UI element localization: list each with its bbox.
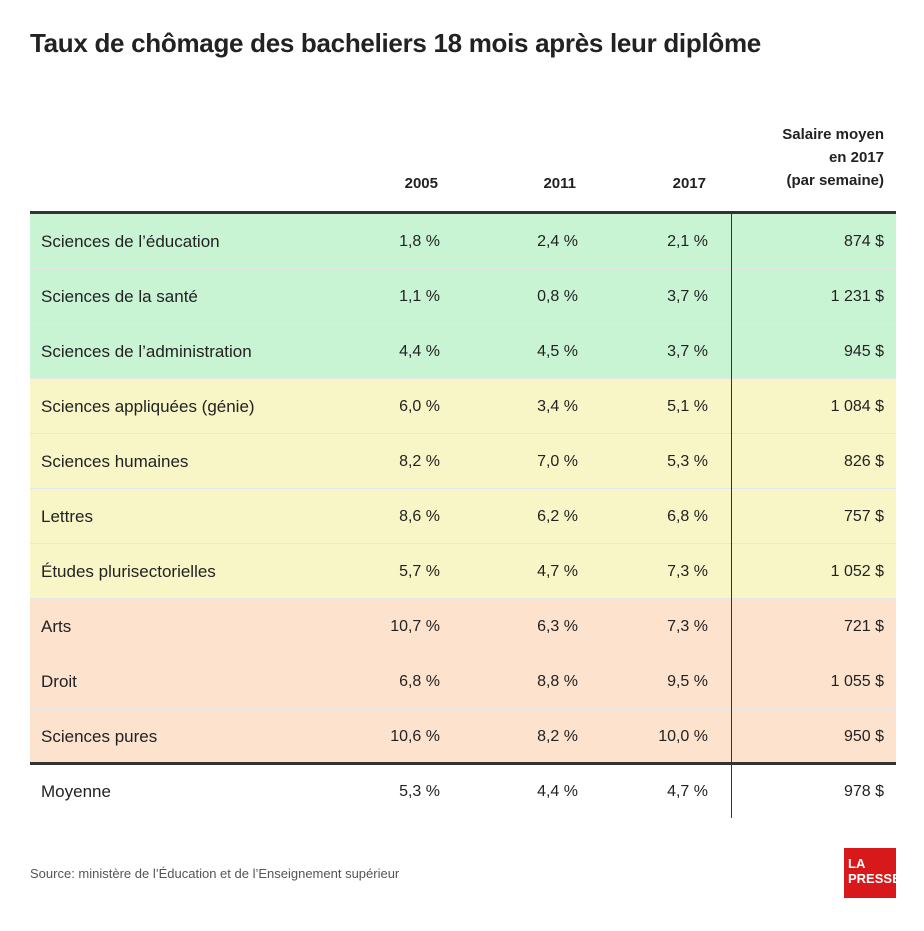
table-row: Lettres 8,6 % 6,2 % 6,8 % 757 $ [30,489,896,544]
cell-salary: 874 $ [843,233,884,250]
cell-2017: 3,7 % [667,343,708,360]
table-row: Sciences de la santé 1,1 % 0,8 % 3,7 % 1 231… [30,269,896,324]
cell-salary: 1 084 $ [830,398,884,415]
cell-salary: 1 055 $ [830,673,884,690]
row-label: Sciences de l’éducation [41,232,220,251]
cell-2011: 8,2 % [537,728,578,745]
row-label: Sciences appliquées (génie) [41,397,255,416]
cell-2011: 8,8 % [537,673,578,690]
cell-2005: 4,4 % [399,343,440,360]
table-row: Sciences de l’éducation 1,8 % 2,4 % 2,1 % 87… [30,214,896,269]
cell-2017: 7,3 % [667,563,708,580]
cell-2005: 6,0 % [399,398,440,415]
la-presse-logo: LA PRESSE [844,848,901,898]
cell-salary: 721 $ [843,618,884,635]
logo-line-2: PRESSE [848,871,901,886]
col-header-salary: Salaire moyen en 2017 (par semaine) [782,123,884,192]
row-label: Lettres [41,507,93,526]
cell-2017: 2,1 % [667,233,708,250]
cell-2017: 5,3 % [667,453,708,470]
table-row: Sciences humaines 8,2 % 7,0 % 5,3 % 826 $ [30,434,896,489]
table-top-rule [30,211,896,214]
row-label: Sciences de l’administration [41,342,252,361]
average-2011: 4,4 % [537,783,578,800]
table-row: Arts 10,7 % 6,3 % 7,3 % 721 $ [30,599,896,654]
salary-header-line-1: Salaire moyen [782,126,884,143]
table-row: Sciences appliquées (génie) 6,0 % 3,4 % 5,1… [30,379,896,434]
col-header-2011: 2011 [543,175,576,192]
cell-2017: 7,3 % [667,618,708,635]
table-row: Études plurisectorielles 5,7 % 4,7 % 7,3 % 1… [30,544,896,599]
row-label: Études plurisectorielles [41,562,216,581]
cell-2011: 4,5 % [537,343,578,360]
average-2005: 5,3 % [399,783,440,800]
cell-salary: 826 $ [843,453,884,470]
row-label: Sciences pures [41,727,158,746]
cell-2005: 5,7 % [399,563,440,580]
cell-2005: 10,6 % [390,728,440,745]
cell-salary: 757 $ [843,508,884,525]
cell-2017: 6,8 % [667,508,708,525]
table-row: Sciences pures 10,6 % 8,2 % 10,0 % 950 $ [30,709,896,764]
table-row: Droit 6,8 % 8,8 % 9,5 % 1 055 $ [30,654,896,709]
cell-2017: 9,5 % [667,673,708,690]
cell-salary: 1 052 $ [830,563,884,580]
row-label: Droit [41,672,77,691]
cell-2017: 10,0 % [658,728,708,745]
cell-2011: 3,4 % [537,398,578,415]
cell-2011: 2,4 % [537,233,578,250]
salary-header-line-2: en 2017 [828,149,884,166]
cell-2011: 6,2 % [537,508,578,525]
salary-header-line-3: (par semaine) [786,172,884,189]
salary-column-divider [731,214,732,818]
average-2017: 4,7 % [667,783,708,800]
cell-2011: 7,0 % [537,453,578,470]
average-salary: 978 $ [843,783,884,800]
cell-salary: 1 231 $ [830,288,884,305]
table-row: Sciences de l’administration 4,4 % 4,5 % 3,… [30,324,896,379]
cell-salary: 950 $ [843,728,884,745]
cell-2005: 8,6 % [399,508,440,525]
col-header-2017: 2017 [672,175,706,192]
cell-2005: 10,7 % [390,618,440,635]
cell-2005: 6,8 % [399,673,440,690]
cell-2017: 3,7 % [667,288,708,305]
cell-salary: 945 $ [843,343,884,360]
cell-2017: 5,1 % [667,398,708,415]
cell-2011: 0,8 % [537,288,578,305]
row-label: Arts [41,617,72,636]
col-header-2005: 2005 [404,175,438,192]
cell-2005: 1,8 % [399,233,440,250]
table-bottom-rule [30,762,896,765]
row-label: Sciences de la santé [41,287,198,306]
average-row: Moyenne 5,3 % 4,4 % 4,7 % 978 $ [30,765,896,819]
cell-2011: 4,7 % [537,563,578,580]
page-title: Taux de chômage des bacheliers 18 mois a… [30,28,761,58]
source-note: Source: ministère de l’Éducation et de l… [30,866,400,881]
cell-2005: 1,1 % [399,288,440,305]
cell-2011: 6,3 % [537,618,578,635]
cell-2005: 8,2 % [399,453,440,470]
row-label: Sciences humaines [41,452,189,471]
logo-line-1: LA [848,856,866,871]
average-label: Moyenne [41,782,111,801]
